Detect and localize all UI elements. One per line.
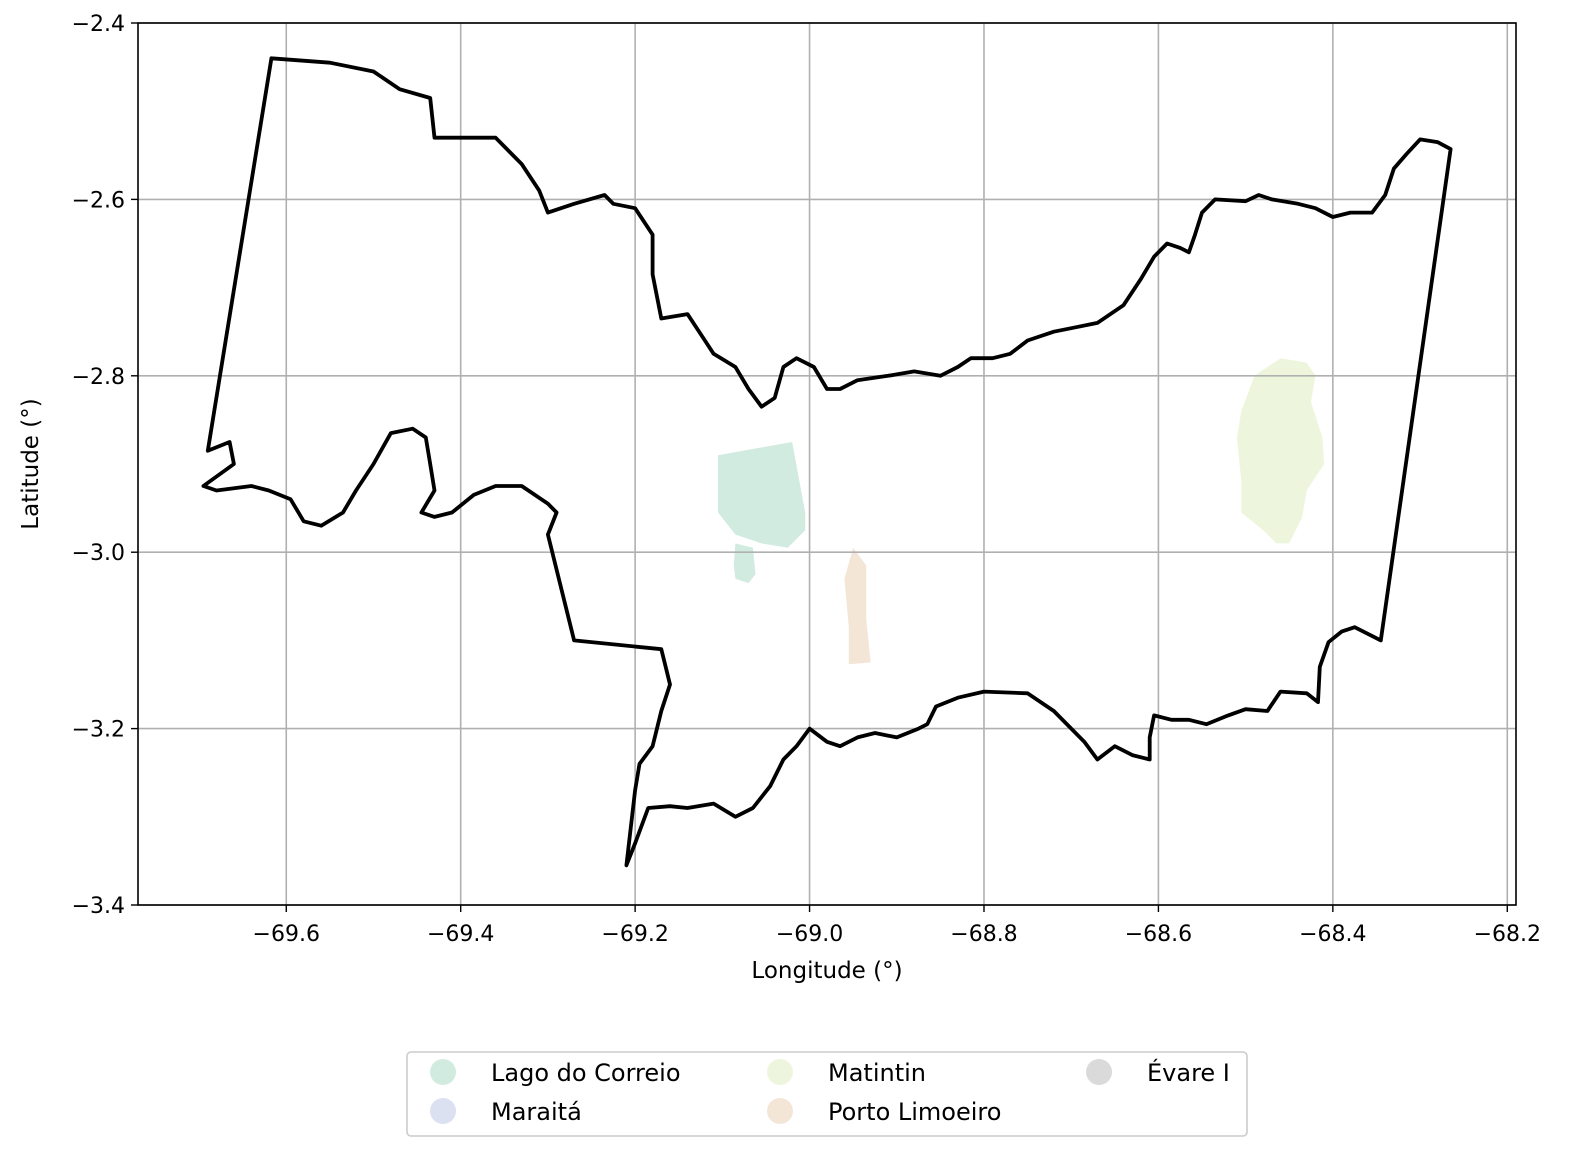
x-tick-label: −69.2 (601, 922, 668, 947)
legend: Lago do Correio Maraitá Matintin Porto Limo… (406, 1051, 1248, 1137)
legend-label-matintin: Matintin (828, 1059, 926, 1087)
grid-lines (138, 22, 1516, 906)
x-tick-label: −68.2 (1474, 922, 1541, 947)
legend-frame (406, 1051, 1248, 1137)
y-axis-label: Latitude (°) (18, 398, 44, 529)
legend-label-porto-limoeiro: Porto Limoeiro (828, 1098, 1001, 1126)
legend-marker-marait- (430, 1098, 456, 1124)
x-tick-label: −68.6 (1125, 922, 1192, 947)
y-tick-label: −2.4 (72, 12, 125, 37)
legend-marker-lago-do-correio (430, 1059, 456, 1085)
y-tick-label: −2.8 (72, 365, 125, 390)
legend-marker-porto-limoeiro (767, 1098, 793, 1124)
x-tick-label: −68.4 (1299, 922, 1366, 947)
protected-areas-layer (718, 358, 1325, 665)
area-polygon-matintin-0 (1236, 358, 1325, 544)
legend-label-lago-do-correio: Lago do Correio (491, 1059, 681, 1087)
x-tick-label: −69.6 (253, 922, 320, 947)
axes-frame (137, 22, 1517, 906)
legend-marker-matintin (767, 1059, 793, 1085)
x-tick-label: −69.0 (776, 922, 843, 947)
area-polygon-lago-do-correio-0 (718, 442, 806, 548)
legend-label-marait-: Maraitá (491, 1098, 582, 1126)
legend-label--vare-i: Évare I (1147, 1058, 1230, 1087)
x-tick-label: −68.8 (950, 922, 1017, 947)
y-tick-label: −2.6 (72, 188, 125, 213)
region-boundary (201, 56, 1453, 868)
axis-ticks: −69.6 −69.4 −69.2 −69.0 −68.8 −68.6 −68.4 −68.2… (72, 12, 1541, 947)
legend-marker--vare-i (1086, 1059, 1112, 1085)
area-polygon-lago-do-correio-1 (733, 543, 756, 584)
y-tick-label: −3.4 (72, 894, 125, 919)
y-tick-label: −3.0 (72, 541, 125, 566)
y-tick-label: −3.2 (72, 718, 125, 743)
x-axis-label: Longitude (°) (751, 958, 902, 984)
region-boundary-layer (201, 56, 1453, 868)
x-tick-label: −69.4 (427, 922, 494, 947)
area-polygon-porto-limoeiro-0 (844, 547, 871, 665)
